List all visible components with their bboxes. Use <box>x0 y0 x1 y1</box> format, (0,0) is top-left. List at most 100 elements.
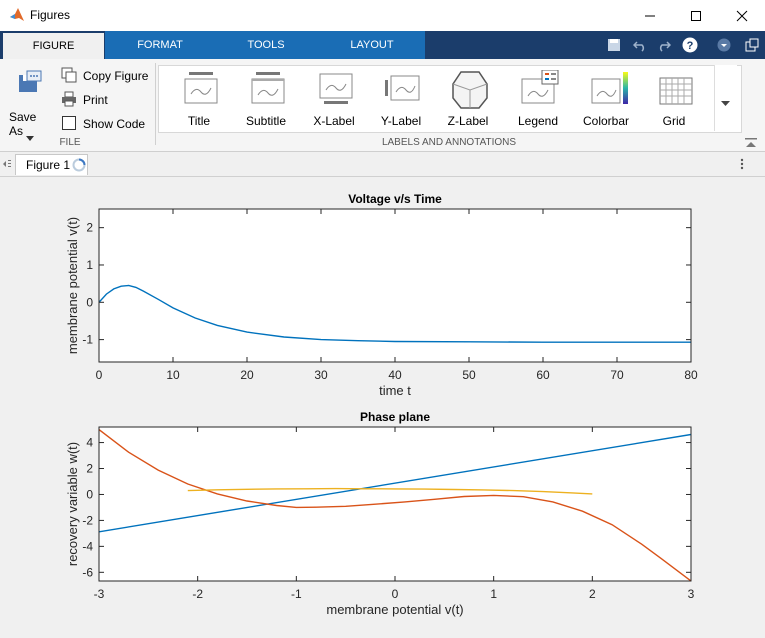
help-icon[interactable]: ? <box>682 37 698 53</box>
x-tick-label: -3 <box>94 587 105 601</box>
annotations-group-label: LABELS AND ANNOTATIONS <box>381 137 517 148</box>
x-axis-label: time t <box>379 383 411 398</box>
x-tick-label: 20 <box>240 368 254 382</box>
save-as-icon <box>18 70 42 97</box>
subtitle-label: Subtitle <box>245 114 287 128</box>
y-tick-label: 2 <box>86 462 93 476</box>
svg-text:?: ? <box>687 40 694 52</box>
toolstrip-tabbar: FIGURE FORMAT TOOLS LAYOUT ? <box>0 31 765 59</box>
colorbar-label: Colorbar <box>582 114 630 128</box>
y-tick-label: 0 <box>86 487 93 501</box>
x-label-label: X-Label <box>313 114 355 128</box>
copy-icon <box>61 67 77 86</box>
title-label: Title <box>187 114 211 128</box>
legend-label: Legend <box>517 114 559 128</box>
print-button[interactable]: Print <box>61 91 153 109</box>
y-label-button[interactable]: Y-Label <box>371 66 431 132</box>
z-label-icon <box>452 70 489 113</box>
x-tick-label: 40 <box>388 368 402 382</box>
document-bar-menu-icon[interactable] <box>3 158 11 173</box>
y-tick-label: 4 <box>86 436 93 450</box>
plot-area <box>99 427 691 581</box>
chart-title: Phase plane <box>360 410 430 424</box>
x-tick-label: 3 <box>688 587 695 601</box>
tab-format[interactable]: FORMAT <box>137 39 183 51</box>
x-tick-label: 2 <box>589 587 596 601</box>
legend-icon <box>521 69 560 109</box>
plot-area <box>99 209 691 362</box>
x-tick-label: 60 <box>536 368 550 382</box>
print-label: Print <box>83 93 108 107</box>
x-axis-label: membrane potential v(t) <box>326 602 463 617</box>
legend-button[interactable]: Legend <box>508 66 568 132</box>
series-line-1 <box>99 433 691 533</box>
grid-icon <box>658 70 694 109</box>
z-label-button[interactable]: Z-Label <box>438 66 498 132</box>
undock-icon[interactable] <box>744 37 760 53</box>
group-divider <box>155 63 156 145</box>
collapse-ribbon-icon[interactable] <box>745 137 757 151</box>
x-tick-label: -1 <box>291 587 302 601</box>
figure-canvas: 0 10 20 30 40 50 60 70 80 2 1 0 -1 Voltage v/s Time ti… <box>0 177 765 635</box>
chevron-down-icon <box>721 96 730 110</box>
y-tick-label: 2 <box>86 221 93 235</box>
save-as-button[interactable]: Save As <box>9 67 51 141</box>
gallery-expand-button[interactable] <box>714 65 737 131</box>
y-label-label: Y-Label <box>380 114 422 128</box>
colorbar-button[interactable]: Colorbar <box>576 66 636 132</box>
subtitle-button[interactable]: Subtitle <box>236 66 296 132</box>
y-label-icon <box>385 70 421 109</box>
x-label-button[interactable]: X-Label <box>304 66 364 132</box>
chart-title: Voltage v/s Time <box>348 192 442 206</box>
save-icon[interactable] <box>606 37 622 53</box>
colorbar-icon <box>590 70 630 109</box>
series-line-1 <box>99 284 691 343</box>
y-tick-label: -4 <box>82 539 93 553</box>
y-tick-label: 1 <box>86 258 93 272</box>
copy-figure-button[interactable]: Copy Figure <box>61 67 153 85</box>
minimize-button[interactable] <box>627 0 673 31</box>
x-tick-label: 1 <box>490 587 497 601</box>
quick-access-dropdown-icon[interactable] <box>716 37 732 53</box>
window-titlebar: Figures <box>0 0 765 31</box>
series-line-2 <box>99 429 691 581</box>
x-tick-label: 70 <box>610 368 624 382</box>
tab-tools[interactable]: TOOLS <box>247 39 285 51</box>
save-as-dropdown-icon <box>26 130 34 144</box>
loading-spinner-icon <box>72 158 86 175</box>
tab-figure[interactable]: FIGURE <box>3 31 104 59</box>
y-axis-label: recovery variable w(t) <box>65 442 80 566</box>
more-options-icon[interactable] <box>740 158 744 173</box>
file-group-label: FILE <box>59 137 81 148</box>
x-tick-label: 80 <box>684 368 698 382</box>
checkbox-icon <box>62 116 76 133</box>
series-line-3 <box>187 487 593 495</box>
matlab-logo-icon <box>9 7 25 26</box>
print-icon <box>61 91 77 110</box>
figure-tab-label: Figure 1 <box>26 158 71 172</box>
x-tick-label: 10 <box>166 368 180 382</box>
title-icon <box>183 70 219 109</box>
show-code-checkbox[interactable]: Show Code <box>61 115 153 133</box>
undo-icon[interactable] <box>632 37 648 53</box>
title-button[interactable]: Title <box>169 66 229 132</box>
redo-icon[interactable] <box>656 37 672 53</box>
maximize-button[interactable] <box>673 0 719 31</box>
show-code-label: Show Code <box>83 117 146 131</box>
x-label-icon <box>318 70 354 109</box>
x-tick-label: 30 <box>314 368 328 382</box>
tab-layout[interactable]: LAYOUT <box>350 39 394 51</box>
axes-phase-plane: -3 -2 -1 0 1 2 3 4 2 0 -2 -4 -6 Phase plane membrane p… <box>65 410 695 617</box>
x-tick-label: 0 <box>96 368 103 382</box>
y-tick-label: -1 <box>82 333 93 347</box>
close-button[interactable] <box>719 0 765 31</box>
z-label-label: Z-Label <box>447 114 489 128</box>
tab-figure-1[interactable]: Figure 1 <box>15 154 88 175</box>
grid-label: Grid <box>662 114 686 128</box>
window-title: Figures <box>30 8 71 22</box>
ribbon: Save As Copy Figure Print Show Code FILE… <box>0 59 765 152</box>
x-tick-label: 0 <box>392 587 399 601</box>
grid-button[interactable]: Grid <box>644 66 704 132</box>
